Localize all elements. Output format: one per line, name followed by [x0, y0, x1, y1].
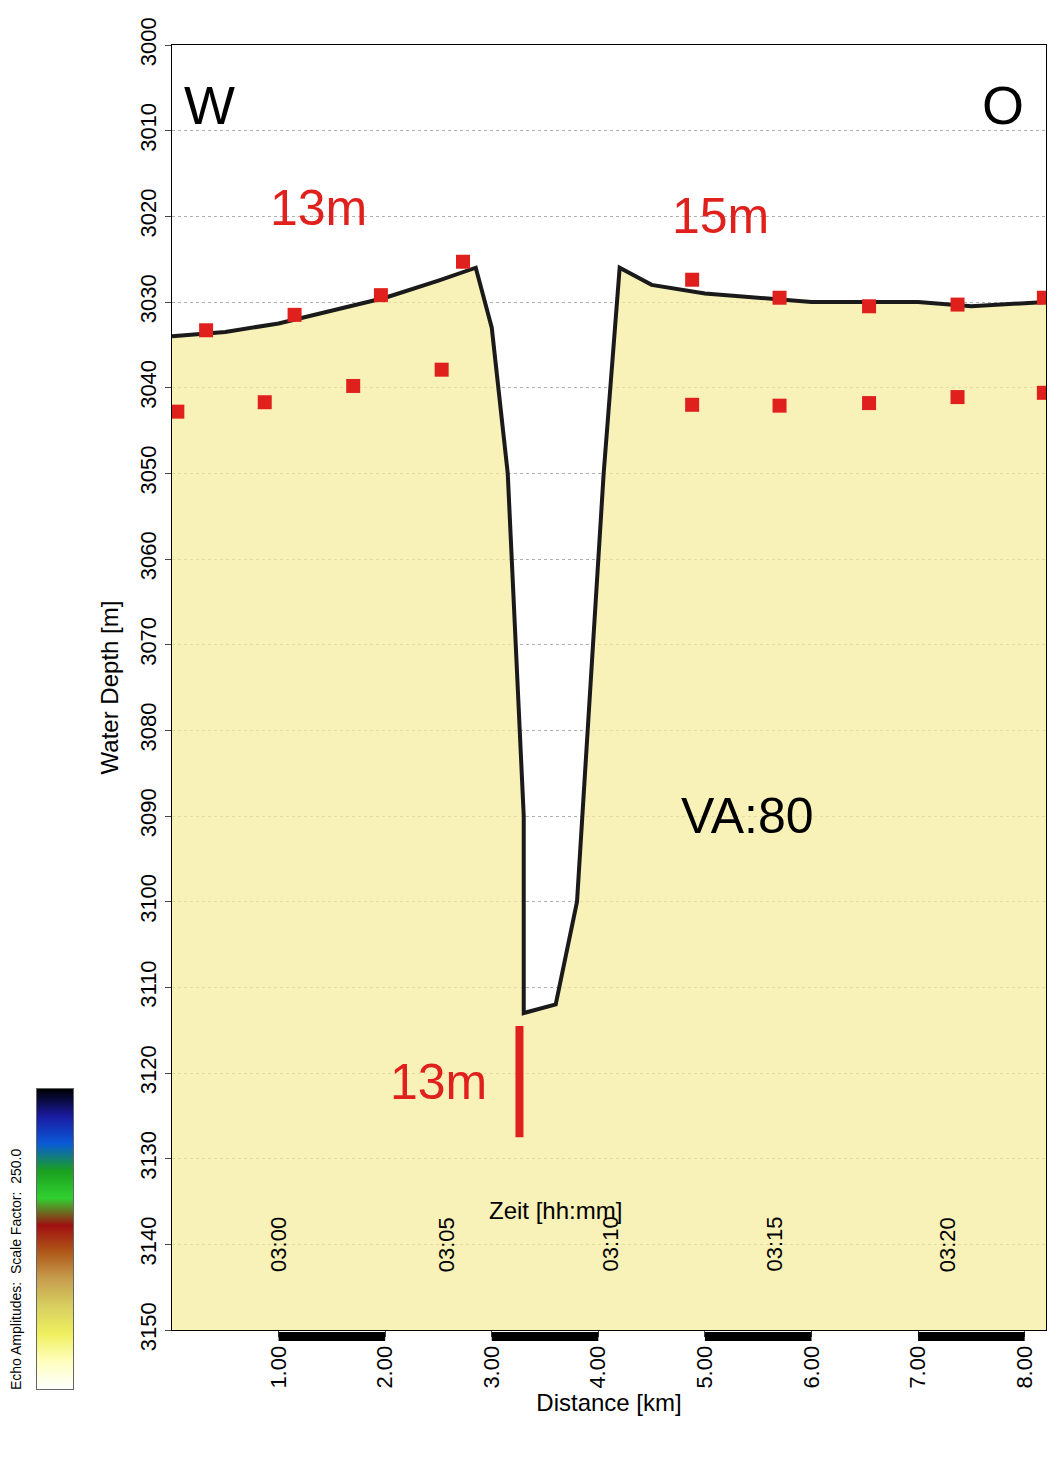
svg-text:6.00: 6.00 — [799, 1346, 824, 1389]
svg-text:3100: 3100 — [136, 874, 161, 923]
svg-text:5.00: 5.00 — [692, 1346, 717, 1389]
svg-text:7.00: 7.00 — [905, 1346, 930, 1389]
svg-text:3120: 3120 — [136, 1045, 161, 1094]
svg-text:3050: 3050 — [136, 446, 161, 495]
svg-text:Water Depth [m]: Water Depth [m] — [96, 601, 123, 775]
svg-text:13m: 13m — [390, 1054, 487, 1110]
svg-text:3090: 3090 — [136, 788, 161, 837]
svg-text:VA:80: VA:80 — [681, 788, 814, 844]
svg-text:3080: 3080 — [136, 703, 161, 752]
svg-text:03:15: 03:15 — [762, 1216, 787, 1271]
svg-text:03:10: 03:10 — [598, 1216, 623, 1271]
svg-text:Distance [km]: Distance [km] — [536, 1389, 681, 1416]
svg-text:3040: 3040 — [136, 360, 161, 409]
svg-text:15m: 15m — [672, 188, 769, 244]
svg-text:3110: 3110 — [136, 960, 161, 1007]
svg-text:3060: 3060 — [136, 531, 161, 580]
svg-text:03:05: 03:05 — [434, 1217, 459, 1272]
svg-text:3070: 3070 — [136, 617, 161, 666]
svg-text:2.00: 2.00 — [372, 1346, 397, 1389]
svg-text:13m: 13m — [270, 180, 367, 236]
svg-text:3010: 3010 — [136, 103, 161, 152]
svg-text:4.00: 4.00 — [585, 1346, 610, 1389]
svg-text:3030: 3030 — [136, 274, 161, 323]
svg-text:3140: 3140 — [136, 1217, 161, 1266]
svg-text:3000: 3000 — [136, 17, 161, 66]
html-text:Echo Amplitudes: Scale Factor:: Echo Amplitudes: Scale Factor: 250.0 — [8, 1148, 24, 1390]
svg-text:W: W — [184, 75, 235, 135]
svg-text:1.00: 1.00 — [266, 1346, 291, 1389]
svg-text:3130: 3130 — [136, 1131, 161, 1180]
svg-text:3020: 3020 — [136, 189, 161, 238]
svg-text:3.00: 3.00 — [479, 1346, 504, 1389]
svg-text:O: O — [982, 75, 1024, 135]
svg-text:8.00: 8.00 — [1012, 1346, 1037, 1389]
svg-text:03:20: 03:20 — [935, 1217, 960, 1272]
svg-text:3150: 3150 — [136, 1302, 161, 1351]
svg-text:Zeit [hh:mm]: Zeit [hh:mm] — [489, 1197, 622, 1224]
svg-text:03:00: 03:00 — [266, 1217, 291, 1272]
